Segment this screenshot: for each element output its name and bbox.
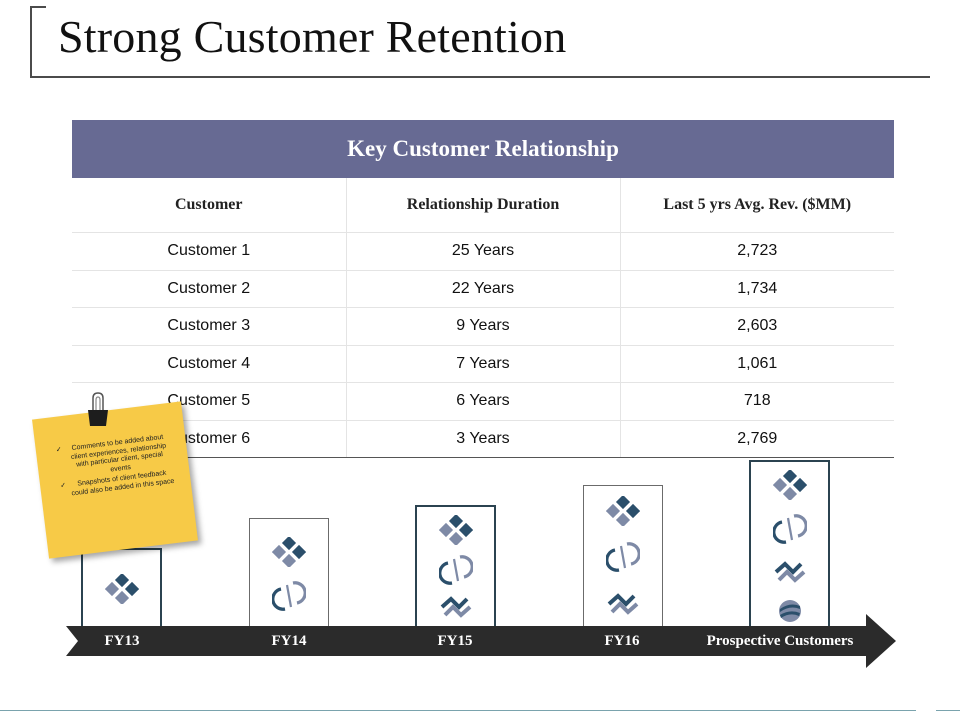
footer-rule bbox=[0, 710, 916, 711]
cycle-arrows-icon bbox=[438, 555, 473, 585]
timeline-label-fy15: FY15 bbox=[437, 633, 473, 649]
diamond-cluster-icon bbox=[104, 574, 139, 604]
column-header-revenue: Last 5 yrs Avg. Rev. ($MM) bbox=[619, 178, 894, 233]
cell-duration: 25 Years bbox=[345, 232, 620, 271]
binder-clip-icon bbox=[88, 392, 108, 426]
diamond-cluster-icon bbox=[272, 537, 306, 567]
bar-fy15 bbox=[415, 505, 496, 628]
diamond-cluster-icon bbox=[772, 470, 807, 500]
bar-prospective bbox=[749, 460, 830, 628]
bar-fy14 bbox=[249, 518, 329, 628]
table-row: Customer 5 6 Years 718 bbox=[72, 382, 894, 421]
table-row: Customer 3 9 Years 2,603 bbox=[72, 307, 894, 346]
table-heading: Key Customer Relationship bbox=[72, 120, 894, 178]
cell-customer: Customer 3 bbox=[72, 307, 346, 346]
footer-rule-right bbox=[936, 710, 960, 711]
page-title: Strong Customer Retention bbox=[58, 11, 567, 62]
cell-duration: 9 Years bbox=[345, 307, 620, 346]
cell-duration: 7 Years bbox=[345, 345, 620, 383]
cell-revenue: 718 bbox=[619, 382, 894, 421]
cycle-arrows-icon bbox=[772, 514, 807, 544]
timeline-label-fy13: FY13 bbox=[104, 633, 140, 649]
cell-duration: 6 Years bbox=[345, 382, 620, 421]
cell-revenue: 1,734 bbox=[619, 270, 894, 308]
timeline-arrow bbox=[66, 614, 896, 668]
cell-revenue: 1,061 bbox=[619, 345, 894, 383]
bar-fy13 bbox=[81, 548, 162, 628]
bar-fy16 bbox=[583, 485, 663, 628]
cycle-arrows-icon bbox=[606, 542, 640, 572]
cell-duration: 3 Years bbox=[345, 420, 620, 458]
column-header-customer: Customer bbox=[72, 178, 346, 233]
cell-customer: Customer 4 bbox=[72, 345, 346, 383]
diamond-cluster-icon bbox=[438, 515, 473, 545]
table-row: Customer 4 7 Years 1,061 bbox=[72, 345, 894, 383]
table-row: Customer 6 3 Years 2,769 bbox=[72, 420, 894, 458]
title-frame bbox=[30, 6, 930, 78]
column-header-duration: Relationship Duration bbox=[345, 178, 620, 233]
cycle-arrows-icon bbox=[272, 581, 306, 611]
timeline-label-fy16: FY16 bbox=[604, 633, 640, 649]
cell-customer: Customer 2 bbox=[72, 270, 346, 308]
table-row: Customer 2 22 Years 1,734 bbox=[72, 270, 894, 308]
cell-revenue: 2,723 bbox=[619, 232, 894, 271]
table-header-row: Customer Relationship Duration Last 5 yr… bbox=[72, 178, 894, 233]
cell-revenue: 2,603 bbox=[619, 307, 894, 346]
timeline-label-prospective: Prospective Customers bbox=[706, 633, 854, 649]
timeline-label-fy14: FY14 bbox=[271, 633, 307, 649]
cell-customer: Customer 1 bbox=[72, 232, 346, 271]
twisted-arrows-icon bbox=[773, 562, 806, 582]
sticky-note: Comments to be added about client experi… bbox=[32, 401, 198, 559]
table-row: Customer 1 25 Years 2,723 bbox=[72, 232, 894, 271]
customer-table: Key Customer Relationship Customer Relat… bbox=[72, 120, 894, 458]
cell-revenue: 2,769 bbox=[619, 420, 894, 458]
cell-duration: 22 Years bbox=[345, 270, 620, 308]
diamond-cluster-icon bbox=[606, 496, 640, 526]
